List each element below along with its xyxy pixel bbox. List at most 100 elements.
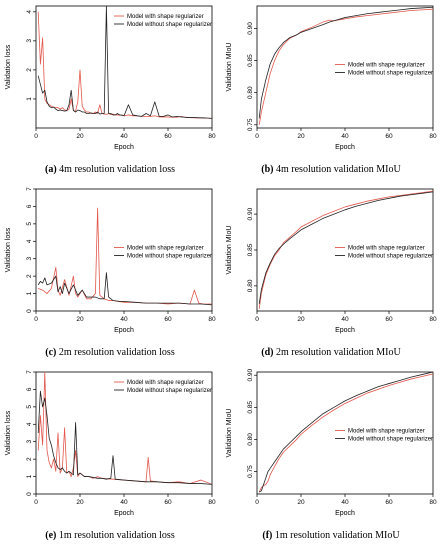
x-tick-label: 80 <box>429 133 437 140</box>
y-tick-label: 0.90 <box>247 22 254 35</box>
legend-label: Model without shape regularizer <box>127 22 212 28</box>
y-tick-label: 0.90 <box>247 369 254 382</box>
x-tick-label: 0 <box>34 133 38 140</box>
chart-svg-c: 0 20 40 60 80 0 1 2 3 4 5 6 7 Epoch Validation loss Mod… <box>5 187 216 334</box>
series-line-without-regularizer <box>258 191 433 304</box>
x-tick-label: 40 <box>341 316 349 323</box>
y-tick-label: 2 <box>26 457 33 461</box>
caption-label: (c) <box>45 347 57 358</box>
y-tick-label: 5 <box>26 222 33 226</box>
x-axis-label: Epoch <box>335 144 355 151</box>
y-tick-label: 0.80 <box>247 86 254 99</box>
legend-label: Model without shape regularizer <box>348 437 433 443</box>
y-axis-label: Validation MIoU <box>226 43 233 92</box>
y-axis-label: Validation loss <box>5 44 12 89</box>
x-tick-label: 80 <box>429 316 437 323</box>
legend-label: Model with shape regularizer <box>348 429 425 435</box>
x-tick-label: 80 <box>208 133 216 140</box>
y-tick-label: 0.85 <box>247 54 254 67</box>
x-axis-label: Epoch <box>114 510 134 517</box>
series-line-without-regularizer <box>37 272 212 306</box>
x-tick-label: 60 <box>385 133 393 140</box>
x-axis-label: Epoch <box>114 327 134 334</box>
caption-e: (e) 1m resolution validation loss <box>0 530 220 541</box>
x-tick-label: 80 <box>208 499 216 506</box>
y-tick-label: 0.80 <box>247 279 254 292</box>
y-tick-label: 7 <box>26 370 33 374</box>
chart-panel-d: 0 20 40 60 80 0.80 0.85 0.90 Epoch Validation MIo… <box>221 183 441 366</box>
caption-label: (a) <box>45 164 57 175</box>
chart-panel-b: 0 20 40 60 80 0.75 0.80 0.85 0.90 Epoch Validation… <box>221 0 441 183</box>
x-tick-label: 40 <box>120 316 128 323</box>
legend-label: Model with shape regularizer <box>348 63 425 69</box>
y-tick-label: 1 <box>26 474 33 478</box>
chart-panel-c: 0 20 40 60 80 0 1 2 3 4 5 6 7 Epoch Validation loss Mod… <box>0 183 220 366</box>
x-tick-label: 80 <box>208 316 216 323</box>
y-tick-label: 1 <box>26 291 33 295</box>
series-line-without-regularizer <box>258 372 433 493</box>
y-tick-label: 0.85 <box>247 401 254 414</box>
chart-svg-d: 0 20 40 60 80 0.80 0.85 0.90 Epoch Validation MIo… <box>226 188 437 334</box>
caption-label: (d) <box>261 347 274 358</box>
y-tick-label: 4 <box>26 10 33 14</box>
x-tick-label: 40 <box>341 133 349 140</box>
x-axis-label: Epoch <box>335 327 355 334</box>
y-tick-label: 6 <box>26 204 33 208</box>
x-tick-label: 80 <box>429 499 437 506</box>
caption-d: (d) 2m resolution validation MIoU <box>221 347 441 358</box>
legend-label: Model without shape regularizer <box>127 254 212 260</box>
caption-text: 1m resolution validation MIoU <box>272 530 400 541</box>
legend-label: Model with shape regularizer <box>127 246 204 252</box>
legend-label: Model with shape regularizer <box>348 246 425 252</box>
caption-b: (b) 4m resolution validation MIoU <box>221 164 441 175</box>
y-axis-label: Validation MIoU <box>226 226 233 275</box>
caption-f: (f) 1m resolution validation MIoU <box>221 530 441 541</box>
x-tick-label: 20 <box>76 499 84 506</box>
y-tick-label: 3 <box>26 39 33 43</box>
x-tick-label: 20 <box>76 316 84 323</box>
y-tick-label: 7 <box>26 187 33 191</box>
legend-label: Model without shape regularizer <box>127 388 212 394</box>
caption-a: (a) 4m resolution validation loss <box>0 164 220 175</box>
x-tick-label: 60 <box>164 133 172 140</box>
x-tick-label: 60 <box>385 316 393 323</box>
x-tick-label: 60 <box>385 499 393 506</box>
caption-text: 4m resolution validation loss <box>56 164 175 175</box>
legend-label: Model without shape regularizer <box>348 254 433 260</box>
x-tick-label: 0 <box>255 133 259 140</box>
caption-text: 4m resolution validation MIoU <box>273 164 401 175</box>
caption-c: (c) 2m resolution validation loss <box>0 347 220 358</box>
x-tick-label: 40 <box>120 133 128 140</box>
y-tick-label: 0.75 <box>247 465 254 478</box>
x-axis-label: Epoch <box>114 144 134 151</box>
x-tick-label: 20 <box>76 133 84 140</box>
chart-svg-e: 0 20 40 60 80 0 1 2 3 4 5 6 7 Epoch Validation loss Mod… <box>5 370 216 517</box>
chart-panel-a: 0 20 40 60 80 1 2 3 4 Epoch Validation loss Model w… <box>0 0 220 183</box>
x-axis-label: Epoch <box>335 510 355 517</box>
x-tick-label: 60 <box>164 316 172 323</box>
y-tick-label: 2 <box>26 68 33 72</box>
y-tick-label: 6 <box>26 387 33 391</box>
series-line-with-regularizer <box>258 373 433 493</box>
legend-label: Model with shape regularizer <box>127 14 204 20</box>
y-tick-label: 4 <box>26 239 33 243</box>
y-axis-label: Validation MIoU <box>226 409 233 458</box>
legend-label: Model with shape regularizer <box>127 380 204 386</box>
caption-label: (e) <box>45 530 57 541</box>
series-line-without-regularizer <box>37 390 212 485</box>
chart-panel-f: 0 20 40 60 80 0.75 0.80 0.85 0.90 Epoch Validation… <box>221 366 441 549</box>
x-tick-label: 0 <box>255 316 259 323</box>
x-tick-label: 20 <box>297 499 305 506</box>
caption-text: 2m resolution validation loss <box>56 347 175 358</box>
y-tick-label: 0 <box>26 492 33 496</box>
caption-text: 1m resolution validation loss <box>56 530 175 541</box>
y-tick-label: 3 <box>26 257 33 261</box>
y-axis-label: Validation loss <box>5 227 12 272</box>
caption-text: 2m resolution validation MIoU <box>273 347 401 358</box>
series-line-without-regularizer <box>37 6 212 119</box>
caption-label: (f) <box>262 530 273 541</box>
chart-panel-e: 0 20 40 60 80 0 1 2 3 4 5 6 7 Epoch Validation loss Mod… <box>0 366 220 549</box>
x-tick-label: 20 <box>297 316 305 323</box>
x-tick-label: 40 <box>341 499 349 506</box>
y-tick-label: 3 <box>26 440 33 444</box>
